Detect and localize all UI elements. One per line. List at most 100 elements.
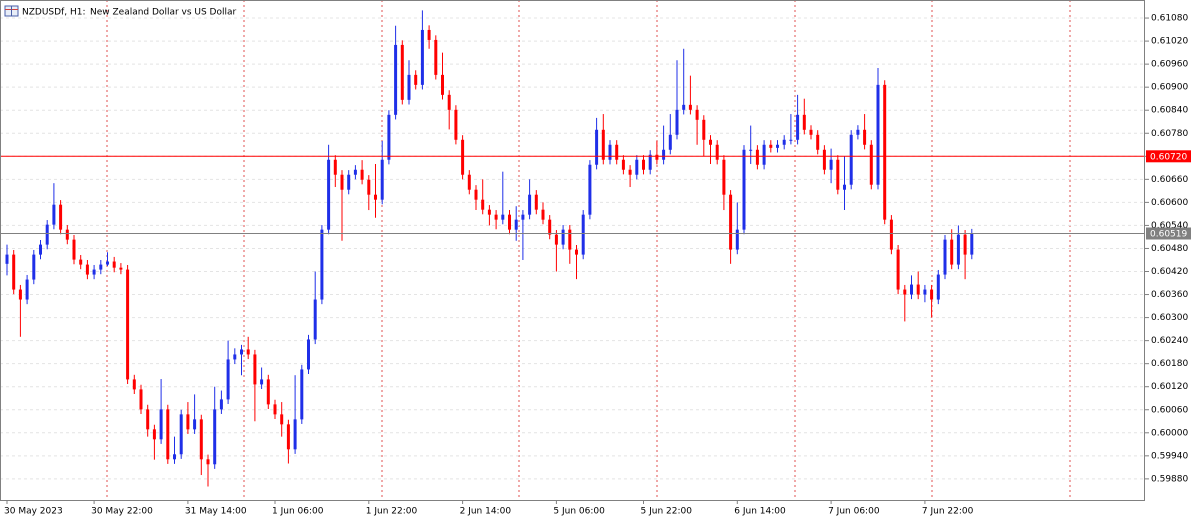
candle-body [93,270,96,275]
candle-body [501,215,504,220]
candle-body [575,250,578,255]
candle-body [743,150,746,230]
y-tick-label: 0.60660 [1151,175,1188,185]
candle-body [113,262,116,268]
candle-body [803,115,806,130]
candle-body [676,110,679,135]
candle-body [964,235,967,255]
candle-body [166,409,169,459]
x-tick-label: 5 Jun 22:00 [641,507,693,517]
candle-body [240,349,243,354]
y-tick-label: 0.60960 [1151,60,1188,70]
y-tick-label: 0.60780 [1151,129,1188,139]
candle-body [52,205,55,225]
candle-body [374,195,377,200]
candle-body [354,170,357,175]
x-tick-label: 7 Jun 06:00 [828,507,880,517]
y-tick-label: 0.60480 [1151,244,1188,254]
y-tick-label: 0.61080 [1151,14,1188,24]
candle-body [106,262,109,265]
y-tick-label: 0.60120 [1151,382,1188,392]
candle-body [79,260,82,265]
candle-body [160,409,163,439]
candle-body [729,195,732,250]
candle-body [548,220,551,235]
candle-body [394,45,397,115]
candle-body [823,150,826,170]
candle-body [937,275,940,300]
candle-body [307,339,310,369]
candle-body [133,379,136,389]
candle-body [883,85,886,220]
candle-body [582,215,585,255]
candle-body [341,175,344,190]
candle-body [213,409,216,464]
candle-body [622,160,625,170]
candle-body [669,135,672,150]
x-tick-label: 2 Jun 14:00 [460,507,512,517]
y-tick-label: 0.60360 [1151,290,1188,300]
candle-body [347,175,350,190]
x-tick-label: 31 May 14:00 [185,507,247,517]
candle-body [441,75,444,95]
candle-body [253,354,256,384]
x-tick-label: 30 May 22:00 [91,507,153,517]
candle-body [448,95,451,110]
candle-body [957,235,960,265]
y-tick-label: 0.61020 [1151,37,1188,47]
candle-body [816,135,819,150]
y-tick-label: 0.60180 [1151,359,1188,369]
candle-body [635,160,638,175]
candle-body [508,215,511,230]
candle-body [66,230,69,240]
candle-body [287,424,290,449]
x-tick-label: 5 Jun 06:00 [553,507,605,517]
candle-body [46,225,49,245]
candle-body [863,130,866,145]
candle-body [6,255,9,264]
candle-body [521,215,524,220]
candle-body [970,233,973,254]
candle-body [32,255,35,280]
y-tick-label: 0.60300 [1151,313,1188,323]
candle-body [461,140,464,175]
y-tick-label: 0.60420 [1151,267,1188,277]
candle-body [454,110,457,140]
candle-body [334,160,337,175]
candle-body [528,195,531,215]
candle-body [220,399,223,409]
candle-body [602,130,605,160]
price-level-label: 0.60519 [1150,229,1187,239]
candle-body [408,75,411,100]
candle-body [689,105,692,110]
symbol-icon [5,6,18,16]
candle-body [361,170,364,180]
price-level-label: 0.60720 [1150,152,1187,162]
y-tick-label: 0.59880 [1151,474,1188,484]
y-tick-label: 0.60060 [1151,405,1188,415]
candle-body [877,85,880,185]
candle-body [930,290,933,300]
y-tick-label: 0.59940 [1151,451,1188,461]
candle-body [267,379,270,404]
candle-body [870,145,873,185]
candle-body [736,230,739,250]
candle-body [381,160,384,200]
candle-body [294,419,297,449]
candle-body [387,115,390,160]
candle-body [488,210,491,215]
candle-body [300,369,303,419]
candle-body [146,409,149,429]
y-tick-label: 0.60600 [1151,198,1188,208]
candle-body [789,140,792,141]
candle-body [716,145,719,160]
candle-body [535,195,538,210]
candle-body [475,190,478,200]
x-tick-label: 7 Jun 22:00 [922,507,974,517]
candle-body [830,160,833,170]
candle-body [595,130,598,165]
x-tick-label: 30 May 2023 [4,507,63,517]
candle-body [126,270,129,380]
candle-body [39,245,42,255]
candle-body [468,175,471,190]
